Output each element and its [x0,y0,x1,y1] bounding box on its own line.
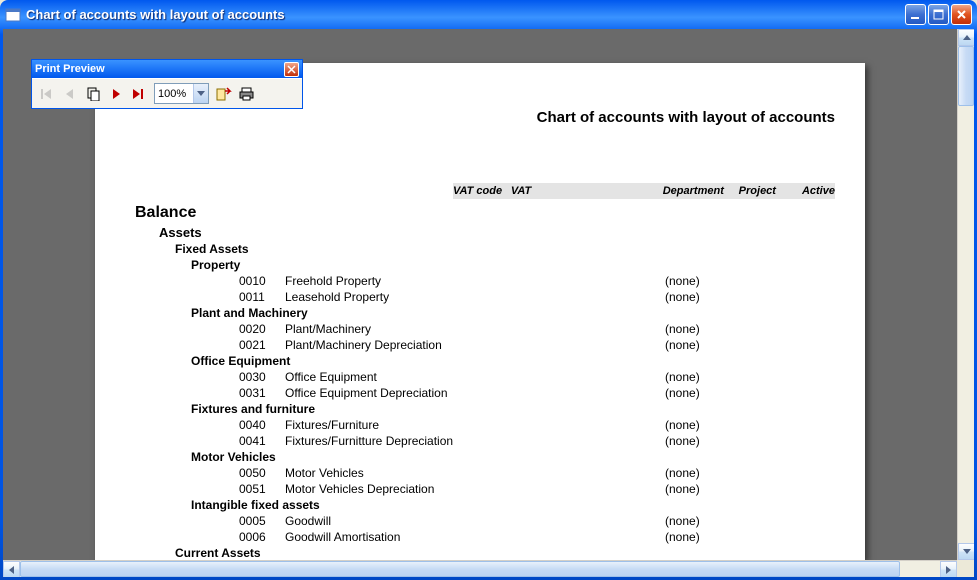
account-name: Goodwill Amortisation [285,529,665,545]
account-name: Goodwill [285,513,665,529]
heading-assets: Assets [159,225,835,241]
account-name: Motor Vehicles Depreciation [285,481,665,497]
group-heading: Office Equipment [191,353,835,369]
account-department: (none) [665,417,735,433]
prev-page-button[interactable] [59,83,81,105]
first-page-button[interactable] [36,83,58,105]
account-row: 0005Goodwill(none) [239,513,835,529]
account-name: Office Equipment Depreciation [285,385,665,401]
account-name: Motor Vehicles [285,465,665,481]
scroll-up-button[interactable] [958,29,974,46]
scroll-down-button[interactable] [958,543,974,560]
scroll-corner [957,560,974,577]
account-row: 0010Freehold Property(none) [239,273,835,289]
maximize-button[interactable] [928,4,949,25]
account-name: Office Equipment [285,369,665,385]
account-row: 0051Motor Vehicles Depreciation(none) [239,481,835,497]
account-row: 0031Office Equipment Depreciation(none) [239,385,835,401]
account-department: (none) [665,433,735,449]
account-code: 0030 [239,369,285,385]
account-name: Freehold Property [285,273,665,289]
print-preview-close-button[interactable] [284,62,299,77]
print-button[interactable] [236,83,258,105]
account-row: 0021Plant/Machinery Depreciation(none) [239,337,835,353]
col-vat-code: VAT code [453,185,511,197]
group-heading: Intangible fixed assets [191,497,835,513]
group-heading: Property [191,257,835,273]
account-department: (none) [665,513,735,529]
account-code: 0011 [239,289,285,305]
account-code: 0050 [239,465,285,481]
client-area: Chart of accounts with layout of account… [3,29,974,577]
horizontal-scroll-thumb[interactable] [20,561,900,577]
account-department: (none) [665,385,735,401]
next-page-button[interactable] [105,83,127,105]
heading-current-assets: Current Assets [175,545,835,560]
account-name: Plant/Machinery [285,321,665,337]
print-preview-toolbar [32,78,302,108]
col-department: Department [663,185,739,197]
scroll-right-button[interactable] [940,561,957,577]
zoom-combo[interactable] [154,83,209,104]
group-heading: Fixtures and furniture [191,401,835,417]
account-name: Leasehold Property [285,289,665,305]
print-preview-title: Print Preview [35,63,284,75]
account-row: 0050Motor Vehicles(none) [239,465,835,481]
account-code: 0041 [239,433,285,449]
report-page: Chart of accounts with layout of account… [95,63,865,560]
account-department: (none) [665,481,735,497]
copy-button[interactable] [82,83,104,105]
print-preview-titlebar[interactable]: Print Preview [32,60,302,78]
report-body: Balance Assets Fixed Assets Property0010… [135,205,835,560]
account-department: (none) [665,321,735,337]
account-name: Fixtures/Furnitture Depreciation [285,433,665,449]
account-row: 0030Office Equipment(none) [239,369,835,385]
window-title: Chart of accounts with layout of account… [26,7,905,22]
app-icon [5,7,21,23]
report-title: Chart of accounts with layout of account… [537,109,835,126]
account-row: 0006Goodwill Amortisation(none) [239,529,835,545]
account-department: (none) [665,273,735,289]
account-department: (none) [665,369,735,385]
account-row: 0020Plant/Machinery(none) [239,321,835,337]
account-code: 0005 [239,513,285,529]
account-department: (none) [665,289,735,305]
app-window: Chart of accounts with layout of account… [0,0,977,580]
account-department: (none) [665,465,735,481]
account-department: (none) [665,529,735,545]
print-preview-window[interactable]: Print Preview [31,59,303,109]
vertical-scroll-thumb[interactable] [958,46,974,106]
account-code: 0040 [239,417,285,433]
group-heading: Motor Vehicles [191,449,835,465]
account-row: 0041Fixtures/Furnitture Depreciation(non… [239,433,835,449]
scroll-left-button[interactable] [3,561,20,577]
account-name: Fixtures/Furniture [285,417,665,433]
account-code: 0031 [239,385,285,401]
titlebar[interactable]: Chart of accounts with layout of account… [0,0,977,29]
account-department: (none) [665,337,735,353]
col-vat: VAT [511,185,663,197]
vertical-scrollbar[interactable] [957,29,974,560]
account-row: 0040Fixtures/Furniture(none) [239,417,835,433]
heading-fixed-assets: Fixed Assets [175,241,835,257]
account-code: 0006 [239,529,285,545]
last-page-button[interactable] [128,83,150,105]
account-code: 0010 [239,273,285,289]
zoom-dropdown-button[interactable] [193,84,208,103]
close-preview-button[interactable] [213,83,235,105]
col-active: Active [802,185,835,197]
account-code: 0021 [239,337,285,353]
zoom-input[interactable] [155,84,193,103]
section-balance: Balance [135,205,835,221]
account-row: 0011Leasehold Property(none) [239,289,835,305]
account-code: 0051 [239,481,285,497]
close-button[interactable] [951,4,972,25]
horizontal-scrollbar[interactable] [3,560,957,577]
account-name: Plant/Machinery Depreciation [285,337,665,353]
group-heading: Plant and Machinery [191,305,835,321]
col-project: Project [739,185,802,197]
column-headers: VAT code VAT Department Project Active [453,183,835,199]
minimize-button[interactable] [905,4,926,25]
account-code: 0020 [239,321,285,337]
